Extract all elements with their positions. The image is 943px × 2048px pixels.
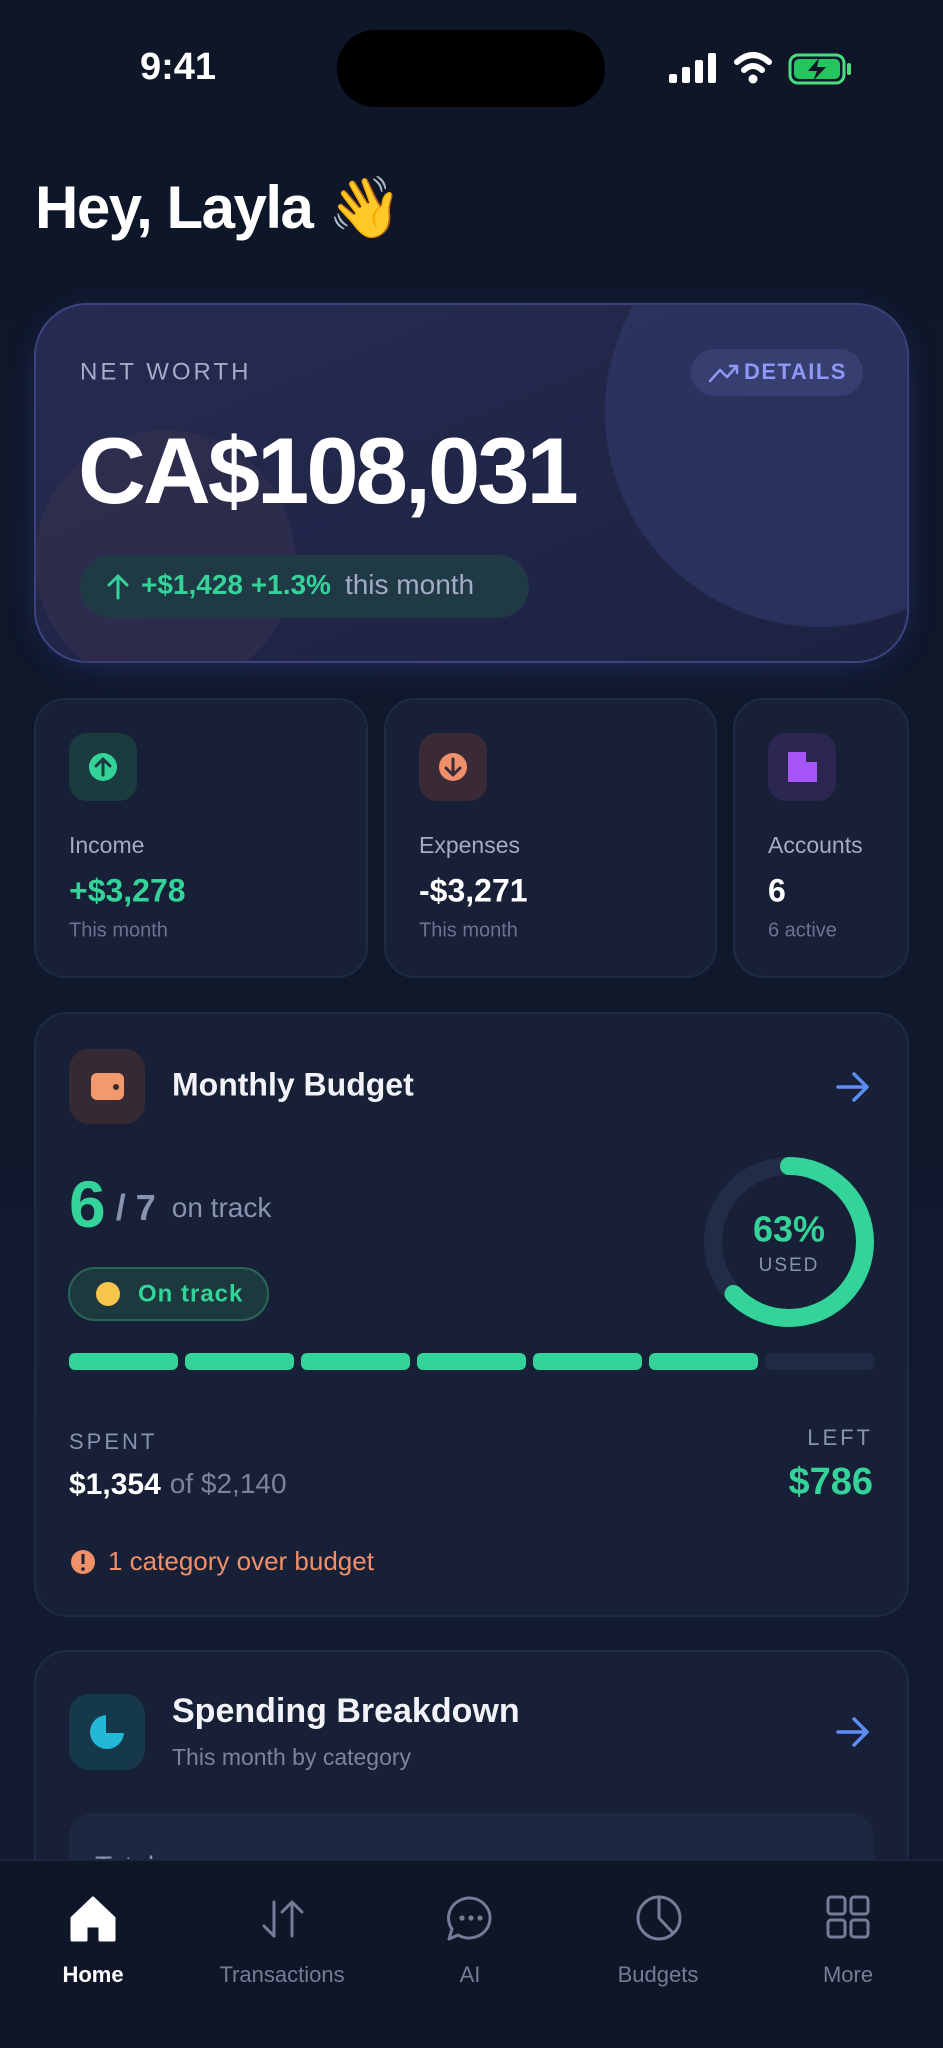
details-button[interactable]	[691, 349, 863, 396]
nav-label[interactable]: Transactions	[219, 1962, 344, 1987]
signal-icon	[669, 53, 716, 83]
transactions-icon[interactable]	[262, 1900, 304, 1938]
spent-summary: $1,354 of $2,140	[69, 1468, 287, 1501]
building-icon	[788, 752, 806, 782]
breakdown-subtitle: This month by category	[172, 1744, 412, 1770]
alert-text[interactable]: 1 category over budget	[108, 1546, 375, 1576]
nav-labels: Home Transactions AI Budgets More	[62, 1962, 873, 1987]
on-track-total: / 7	[116, 1187, 156, 1228]
summary-label: Expenses	[419, 832, 520, 858]
battery-cap	[847, 63, 851, 75]
summary-cards: Income +$3,278 This month Expenses -$3,271 Th…	[34, 698, 909, 978]
greeting: Hey, Layla 👋	[35, 174, 401, 243]
nav-label[interactable]: Budgets	[618, 1962, 699, 1987]
wallet-icon	[91, 1073, 124, 1100]
net-worth-label: NET WORTH	[80, 358, 251, 385]
star-icon	[96, 1282, 120, 1306]
breakdown-title: Spending Breakdown	[172, 1692, 520, 1730]
building-icon	[806, 762, 817, 782]
summary-value: -$3,271	[419, 872, 528, 908]
progress-segment	[765, 1353, 874, 1370]
status-time: 9:41	[140, 46, 216, 88]
summary-value: +$3,278	[69, 872, 186, 908]
home-icon[interactable]	[70, 1896, 116, 1942]
details-label[interactable]: DETAILS	[744, 359, 847, 384]
on-track-label: on track	[172, 1192, 273, 1223]
alert-mark	[81, 1554, 85, 1564]
trend-icon	[708, 364, 739, 383]
wifi-icon	[734, 52, 772, 73]
nav-label[interactable]: AI	[460, 1962, 481, 1987]
nav-label[interactable]: Home	[62, 1962, 123, 1987]
summary-sub: This month	[419, 919, 518, 941]
percent-used: 63%	[753, 1209, 825, 1250]
ai-dots	[459, 1915, 483, 1921]
breakdown-arrow[interactable]	[836, 1717, 869, 1747]
summary-value: 6	[768, 872, 786, 908]
progress-segment	[301, 1353, 410, 1370]
progress-segment	[649, 1353, 758, 1370]
change-pill	[80, 555, 529, 618]
left-value: $786	[788, 1461, 873, 1503]
wallet-dot	[113, 1084, 119, 1090]
progress-segment	[417, 1353, 526, 1370]
summary-sub: This month	[69, 919, 168, 941]
budget-total: of $2,140	[170, 1468, 287, 1499]
charging-bolt	[808, 58, 826, 81]
bottom-nav	[0, 1860, 943, 2048]
pie-slice	[106, 1713, 126, 1733]
summary-icon-arrow	[94, 757, 112, 777]
progress-segments	[69, 1353, 874, 1370]
spent-value: $1,354	[69, 1468, 161, 1501]
budget-title: Monthly Budget	[172, 1066, 414, 1102]
on-track-count: 6	[69, 1167, 106, 1241]
change-period: this month	[345, 569, 474, 600]
status-badge	[68, 1267, 269, 1321]
budget-card[interactable]	[34, 1012, 909, 1617]
alert-dot	[81, 1567, 85, 1571]
budgets-icon[interactable]	[636, 1895, 682, 1941]
badge-label: On track	[138, 1280, 243, 1307]
change-value: +$1,428 +1.3%	[141, 569, 331, 600]
donut-arc	[704, 1157, 874, 1327]
on-track-summary: 6/ 7 on track	[69, 1167, 272, 1241]
summary-icon-arrow	[444, 757, 462, 777]
ai-icon[interactable]	[447, 1896, 492, 1941]
dynamic-island	[337, 30, 605, 107]
battery-icon	[788, 53, 846, 85]
progress-segment	[185, 1353, 294, 1370]
net-worth-amount: CA$108,031	[78, 418, 577, 523]
wifi-dot	[748, 74, 758, 84]
more-icon[interactable]	[826, 1895, 870, 1939]
budget-arrow[interactable]	[836, 1072, 869, 1102]
summary-label: Income	[69, 832, 144, 858]
spent-label: SPENT	[69, 1429, 157, 1454]
summary-label: Accounts	[768, 832, 863, 858]
progress-segment	[69, 1353, 178, 1370]
left-label: LEFT	[807, 1425, 873, 1450]
summary-sub: 6 active	[768, 919, 837, 941]
used-label: USED	[759, 1255, 820, 1276]
change-text: +$1,428 +1.3% this month	[141, 569, 474, 600]
nav-label[interactable]: More	[823, 1962, 873, 1987]
up-arrow	[107, 574, 129, 600]
progress-segment	[533, 1353, 642, 1370]
